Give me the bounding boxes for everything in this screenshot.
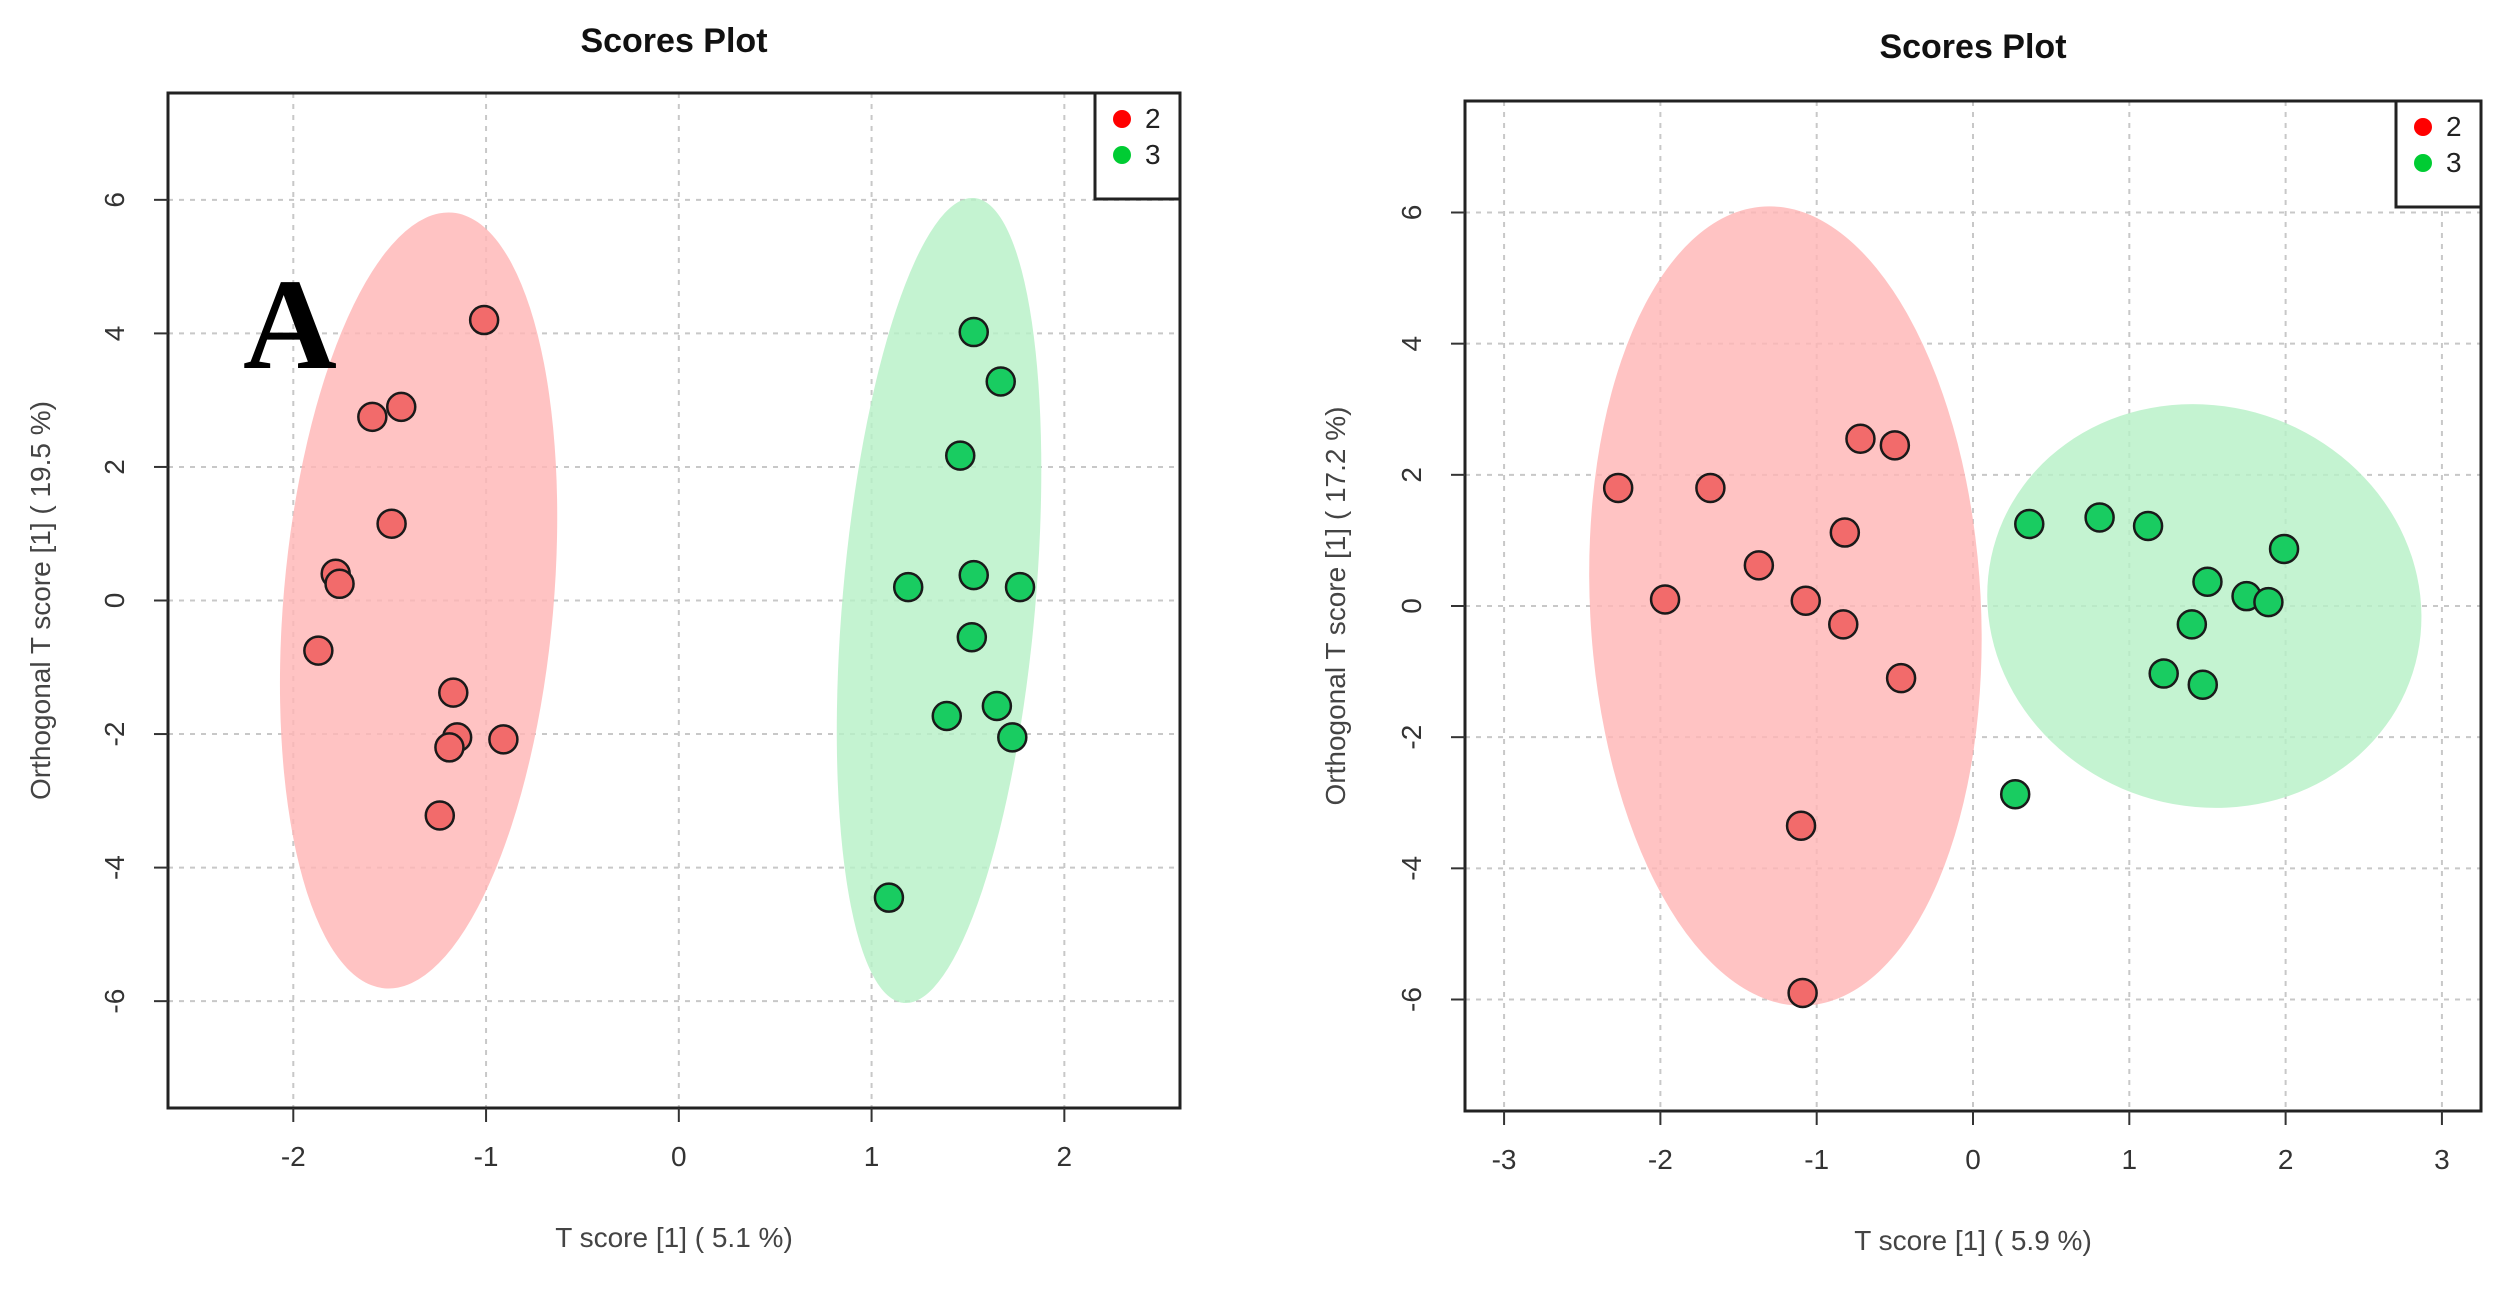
- scatter-point-group-3: [2176, 609, 2208, 640]
- x-axis-label: T score [1] ( 5.9 %): [1854, 1225, 2092, 1256]
- scatter-point-group-3: [958, 559, 989, 591]
- legend-box: [1093, 91, 1182, 201]
- y-axis-label: Orthogonal T score [1] ( 19.5 %): [25, 401, 56, 800]
- scatter-point-group-3: [997, 722, 1028, 753]
- scatter-point-group-3: [958, 316, 989, 348]
- legend-label: 2: [1145, 103, 1161, 134]
- y-tick-label: -4: [99, 855, 130, 880]
- y-tick-label: 2: [99, 459, 130, 475]
- y-tick-label: 6: [99, 192, 130, 208]
- legend-marker-group-3: [1113, 146, 1131, 164]
- x-tick-label: -1: [1804, 1144, 1829, 1175]
- scatter-point-group-3: [981, 690, 1013, 722]
- y-tick-label: 4: [99, 326, 130, 342]
- scatter-point-group-2: [1879, 430, 1911, 461]
- scatter-point-group-2: [424, 800, 456, 831]
- legend: 23: [1093, 91, 1182, 201]
- legend-marker-group-2: [2414, 118, 2432, 136]
- legend-label: 3: [2446, 147, 2462, 178]
- x-tick-label: -2: [1648, 1144, 1673, 1175]
- scatter-point-group-2: [1785, 810, 1817, 841]
- y-tick-label: 2: [1396, 467, 1427, 483]
- legend-marker-group-2: [1113, 110, 1131, 128]
- y-tick-label: 4: [1396, 336, 1427, 352]
- scatter-point-group-2: [324, 568, 355, 600]
- scatter-point-group-3: [2148, 658, 2179, 689]
- scatter-point-group-3: [931, 700, 963, 732]
- x-tick-label: 2: [1057, 1141, 1073, 1172]
- scatter-point-group-2: [1829, 517, 1861, 548]
- scatter-point-group-3: [1999, 778, 2031, 810]
- confidence-ellipse-group-2: [279, 212, 558, 989]
- scatter-point-group-3: [2084, 502, 2115, 533]
- scatter-point-group-2: [438, 677, 469, 708]
- confidence-ellipse-group-3: [836, 197, 1042, 1004]
- scatter-point-group-3: [2253, 586, 2284, 618]
- scatter-point-group-3: [945, 440, 976, 471]
- y-tick-label: -4: [1396, 856, 1427, 881]
- scatter-point-group-2: [1649, 584, 1681, 615]
- scatter-point-group-3: [892, 571, 924, 603]
- x-tick-label: 1: [2122, 1144, 2138, 1175]
- scatter-point-group-3: [2192, 566, 2223, 597]
- scatter-point-group-2: [1743, 550, 1775, 581]
- y-tick-label: -6: [99, 989, 130, 1014]
- confidence-ellipse-group-2: [1589, 206, 1982, 1006]
- x-tick-label: -2: [281, 1141, 306, 1172]
- x-tick-label: 0: [1965, 1144, 1981, 1175]
- scatter-point-group-3: [985, 366, 1016, 397]
- scatter-point-group-2: [1695, 472, 1726, 504]
- scatter-point-group-3: [2014, 508, 2045, 540]
- x-axis-label: T score [1] ( 5.1 %): [555, 1222, 793, 1253]
- chart-panel-1: -2 -1 0 1 2 -6 -4 -2 0 2 4 6 Scores Plot T score [1] …: [25, 22, 1182, 1253]
- scatter-point-group-3: [2268, 533, 2300, 565]
- x-tick-label: 0: [671, 1141, 687, 1172]
- scatter-point-group-2: [357, 401, 388, 433]
- scatter-point-group-2: [1790, 585, 1822, 617]
- legend-label: 3: [1145, 139, 1161, 170]
- x-tick-label: 2: [2278, 1144, 2294, 1175]
- scatter-point-group-2: [434, 732, 465, 763]
- scatter-point-group-2: [1885, 662, 1917, 694]
- x-tick-label: -3: [1492, 1144, 1517, 1175]
- y-tick-label: -6: [1396, 987, 1427, 1012]
- y-tick-label: -2: [1396, 725, 1427, 750]
- x-tick-label: 3: [2434, 1144, 2450, 1175]
- scatter-point-group-2: [468, 304, 500, 336]
- y-tick-label: 0: [1396, 598, 1427, 614]
- y-tick-label: 6: [1396, 205, 1427, 221]
- scatter-point-group-2: [385, 391, 417, 423]
- legend-box: [2394, 99, 2483, 209]
- x-tick-label: 1: [864, 1141, 880, 1172]
- panel-letter: A: [243, 253, 337, 397]
- scatter-point-group-2: [488, 724, 519, 755]
- scatter-point-group-2: [1828, 609, 1859, 640]
- scatter-point-group-3: [2187, 669, 2219, 700]
- y-tick-label: -2: [99, 722, 130, 747]
- scatter-point-group-2: [1602, 472, 1634, 504]
- scatter-point-group-2: [376, 508, 407, 539]
- legend: 23: [2394, 99, 2483, 209]
- y-tick-label: 0: [99, 593, 130, 609]
- scatter-point-group-3: [2132, 510, 2164, 542]
- legend-label: 2: [2446, 111, 2462, 142]
- scatter-point-group-2: [303, 635, 334, 666]
- scatter-point-group-2: [1787, 977, 1818, 1009]
- legend-marker-group-3: [2414, 154, 2432, 172]
- scatter-point-group-3: [1004, 571, 1036, 603]
- scatter-point-group-3: [956, 621, 988, 653]
- scatter-point-group-3: [873, 882, 905, 913]
- chart-title: Scores Plot: [1879, 28, 2066, 66]
- chart-title: Scores Plot: [580, 22, 767, 60]
- x-tick-label: -1: [474, 1141, 499, 1172]
- y-axis-label: Orthogonal T score [1] ( 17.2 %): [1320, 407, 1351, 806]
- scatter-point-group-2: [1845, 423, 1876, 455]
